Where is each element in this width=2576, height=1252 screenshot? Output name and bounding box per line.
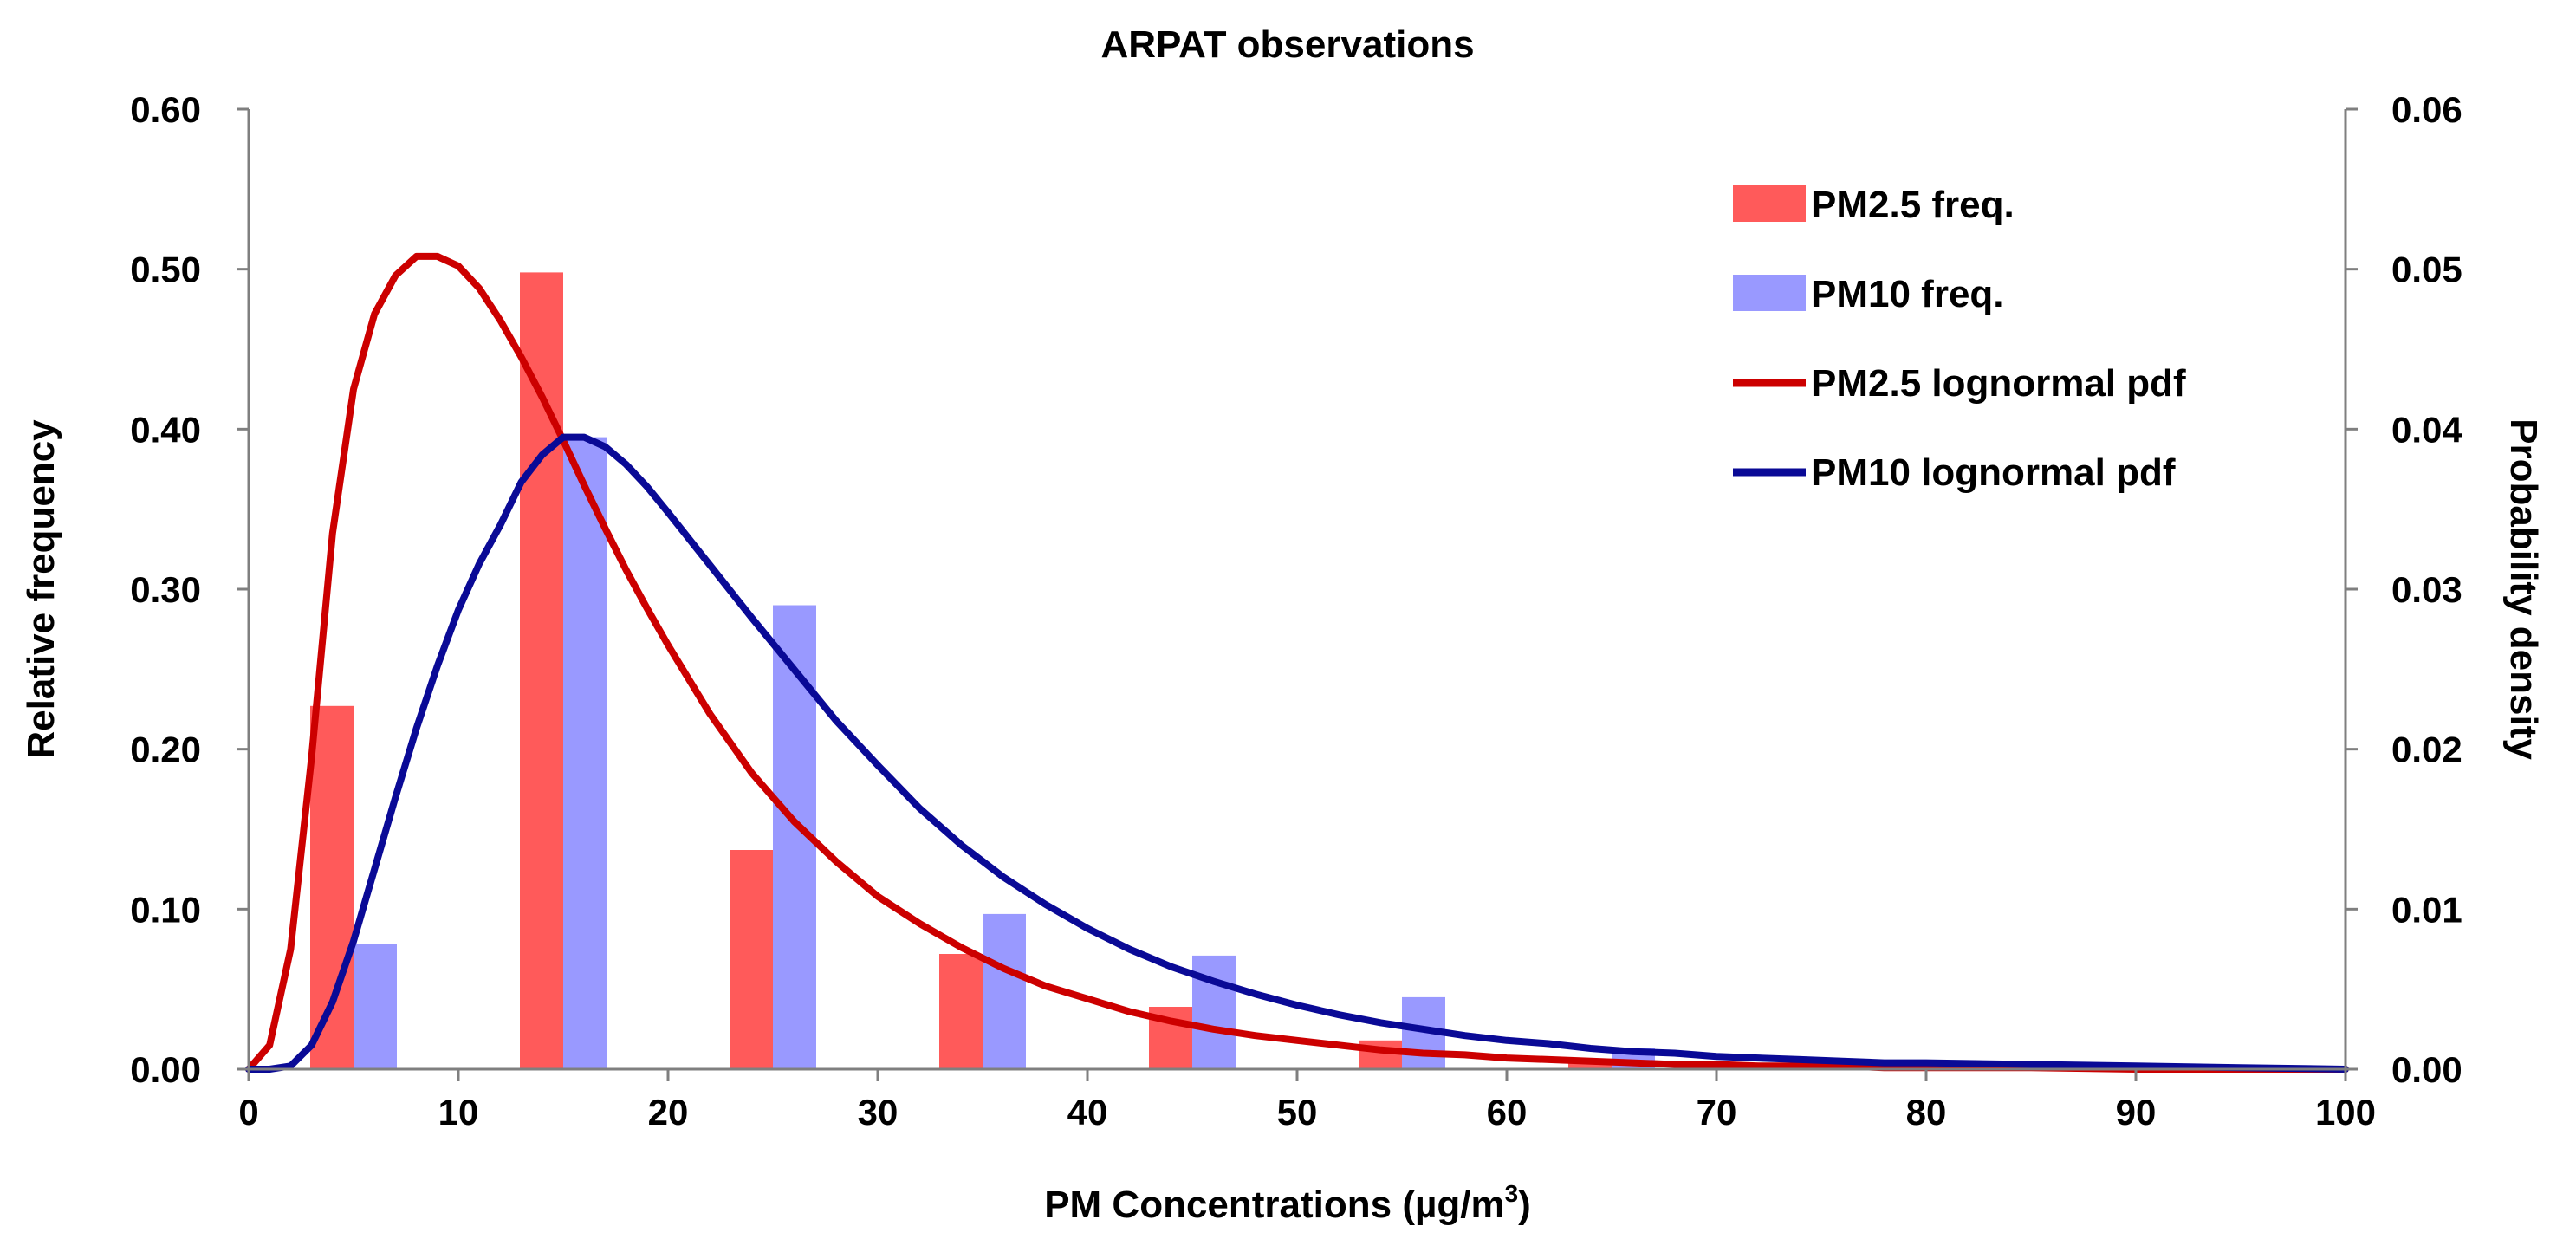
line-pm25-lognormal-pdf (245, 252, 2349, 1073)
x-axis-label: PM Concentrations (µg/m3) (1044, 1180, 1531, 1226)
y2-tick-label: 0.02 (2391, 730, 2462, 770)
chart-title: ARPAT observations (1100, 23, 1474, 66)
legend-label: PM10 freq. (1811, 273, 2004, 315)
x-tick-label: 60 (1487, 1092, 1528, 1132)
y-tick-label: 0.30 (130, 569, 201, 610)
x-tick-label: 10 (438, 1092, 479, 1132)
legend-swatch-pm10-freq (1733, 275, 1806, 311)
x-tick-label: 70 (1697, 1092, 1737, 1132)
line-series-group (245, 252, 2349, 1073)
x-tick-label: 40 (1067, 1092, 1108, 1132)
y-axis-left-ticks: 0.00 0.10 0.20 0.30 0.40 0.50 0.60 (130, 89, 249, 1090)
bar-pm10-15 (563, 437, 607, 1070)
x-tick-label: 20 (648, 1092, 689, 1132)
x-axis-ticks: 0 10 20 30 40 50 60 70 80 90 100 (238, 1069, 2376, 1132)
legend: PM2.5 freq. PM10 freq. PM2.5 lognormal pdf… (1733, 184, 2186, 494)
y2-tick-label: 0.00 (2391, 1049, 2462, 1090)
y-axis-right-ticks: 0.00 0.01 0.02 0.03 0.04 0.05 0.06 (2346, 89, 2462, 1090)
bar-pm25-15 (520, 272, 563, 1069)
legend-label: PM2.5 freq. (1811, 184, 2015, 226)
legend-label: PM2.5 lognormal pdf (1811, 362, 2186, 405)
y2-tick-label: 0.06 (2391, 89, 2462, 130)
bar-pm25-65 (1568, 1061, 1612, 1069)
y2-tick-label: 0.01 (2391, 889, 2462, 930)
bar-series-pm25 (310, 272, 2031, 1069)
y-tick-label: 0.60 (130, 89, 201, 130)
y2-tick-label: 0.05 (2391, 250, 2462, 290)
x-tick-label: 80 (1906, 1092, 1947, 1132)
bar-pm25-5 (310, 705, 354, 1069)
y2-tick-label: 0.03 (2391, 569, 2462, 610)
x-tick-label: 0 (238, 1092, 258, 1132)
line-pm10-lognormal-pdf (245, 433, 2349, 1073)
y-tick-label: 0.40 (130, 409, 201, 450)
x-tick-label: 100 (2315, 1092, 2376, 1132)
y-tick-label: 0.10 (130, 889, 201, 930)
legend-label: PM10 lognormal pdf (1811, 451, 2176, 494)
x-tick-label: 90 (2116, 1092, 2157, 1132)
y-axis-left-label: Relative frequency (20, 419, 62, 759)
y2-tick-label: 0.04 (2391, 409, 2462, 450)
bar-pm10-5 (354, 944, 397, 1069)
bar-pm10-35 (983, 913, 1026, 1069)
legend-swatch-pm25-freq (1733, 185, 1806, 222)
y-tick-label: 0.20 (130, 730, 201, 770)
x-tick-label: 30 (858, 1092, 899, 1132)
x-tick-label: 50 (1277, 1092, 1318, 1132)
y-tick-label: 0.50 (130, 250, 201, 290)
y-tick-label: 0.00 (130, 1049, 201, 1090)
bar-pm25-35 (939, 954, 983, 1069)
y-axis-right-label: Probability density (2502, 418, 2545, 760)
bar-pm25-25 (730, 850, 773, 1069)
